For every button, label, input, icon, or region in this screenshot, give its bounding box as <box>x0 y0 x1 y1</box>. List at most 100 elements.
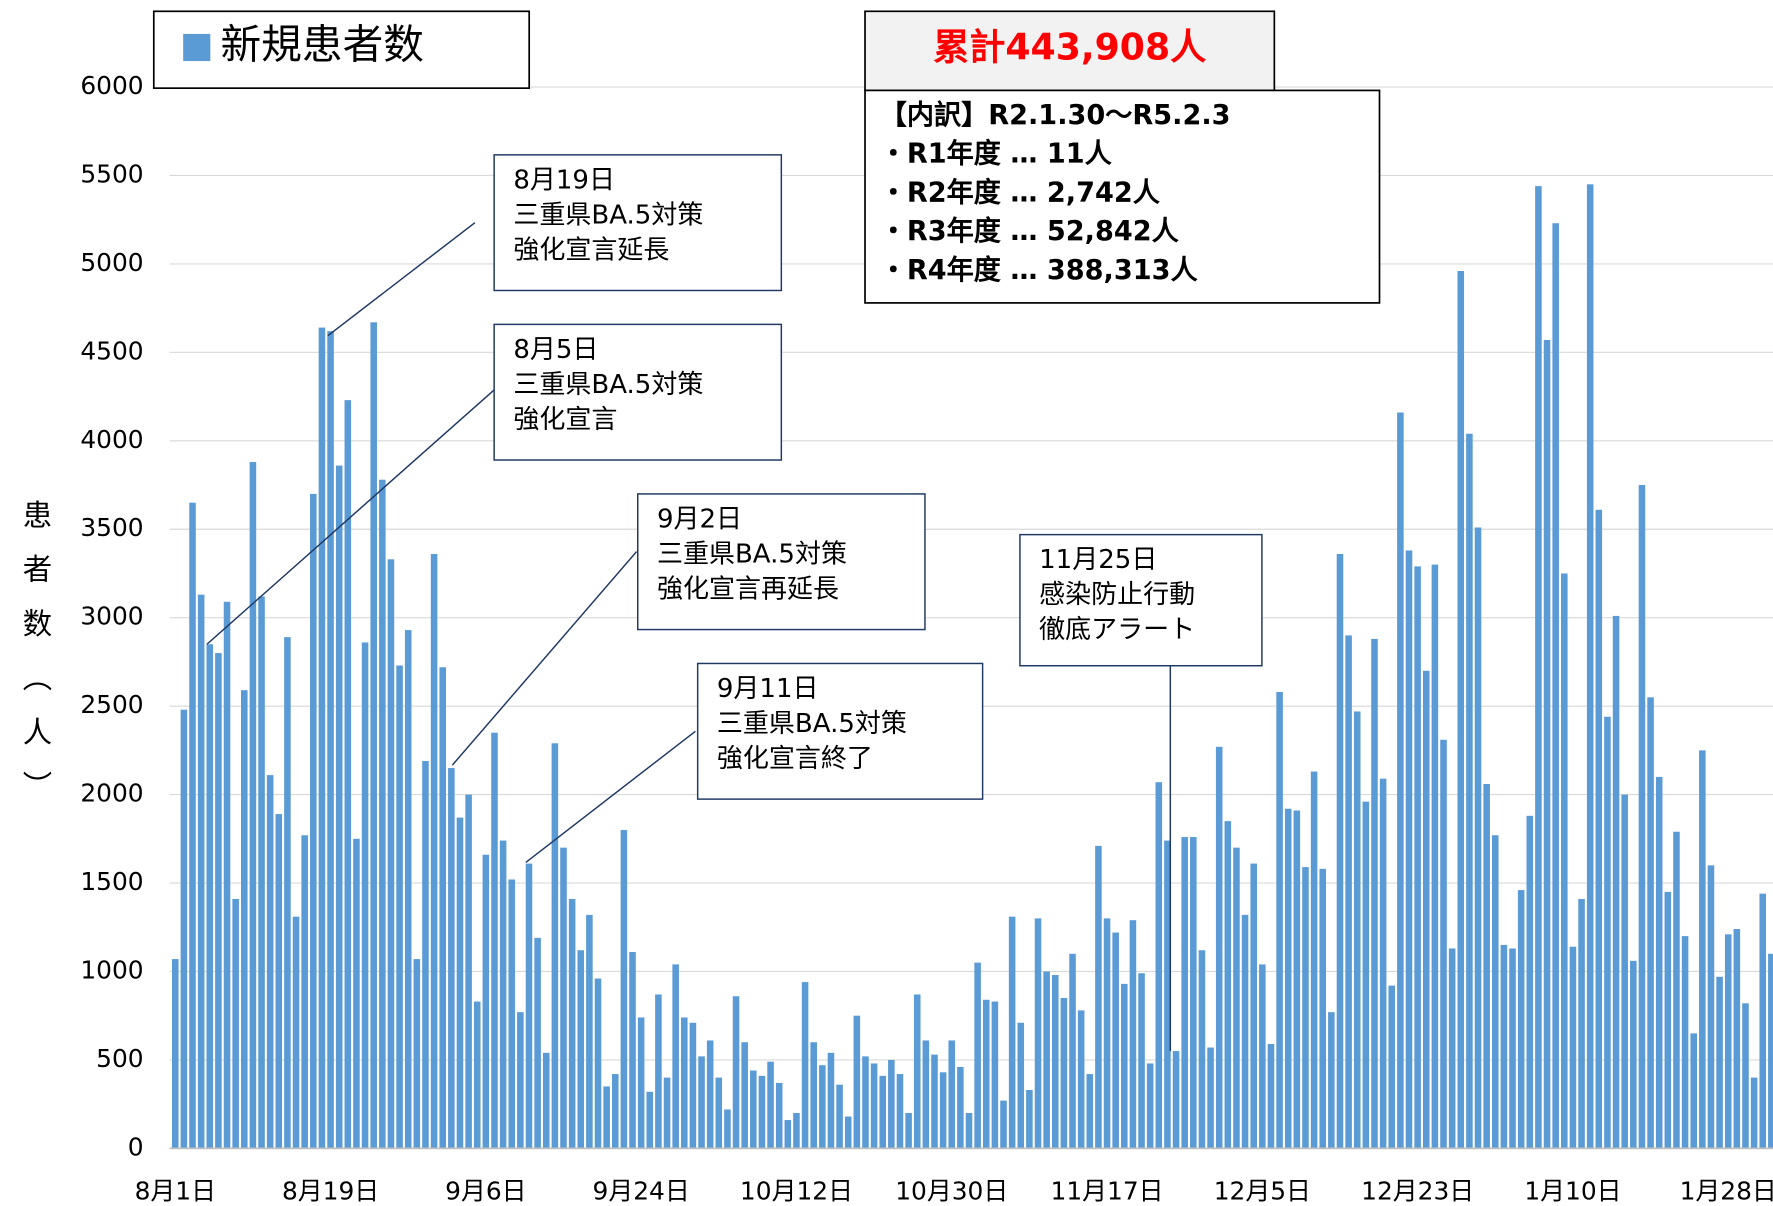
x-tick-label: 8月1日 <box>135 1176 216 1205</box>
annotation-text: 三重県BA.5対策 <box>513 200 703 230</box>
bar <box>1638 485 1646 1149</box>
bar <box>1664 891 1672 1149</box>
y-tick-label: 2500 <box>80 690 143 719</box>
bar <box>689 1022 697 1149</box>
bar <box>241 690 248 1149</box>
bar <box>672 964 679 1149</box>
bar <box>724 1109 731 1149</box>
bar <box>439 667 446 1149</box>
breakdown-line: ・R3年度 … 52,842人 <box>880 215 1180 247</box>
bar <box>1630 960 1637 1149</box>
bar <box>508 879 516 1149</box>
bar <box>171 959 179 1149</box>
bar <box>611 1074 619 1149</box>
bar <box>1086 1074 1094 1149</box>
bar <box>387 559 395 1149</box>
bar <box>1008 916 1016 1149</box>
annotation-text: 強化宣言再延長 <box>657 575 839 605</box>
legend-label: 新規患者数 <box>220 20 423 68</box>
bar <box>939 1072 947 1149</box>
bar <box>793 1112 800 1149</box>
bar <box>974 962 981 1149</box>
bar <box>715 1077 723 1149</box>
bar <box>698 1056 705 1149</box>
bar <box>1190 837 1197 1149</box>
y-tick-label: 6000 <box>80 71 143 100</box>
bar <box>448 768 455 1149</box>
bar <box>1034 918 1042 1149</box>
bar <box>758 1075 766 1149</box>
bar <box>568 898 576 1149</box>
bar <box>1535 186 1542 1149</box>
y-tick-label: 5000 <box>80 248 143 277</box>
y-tick-label: 3500 <box>80 513 143 542</box>
annotation-text: 感染防止行動 <box>1039 580 1195 610</box>
bar <box>232 898 239 1149</box>
bar <box>1440 739 1447 1149</box>
bar <box>1353 711 1361 1149</box>
bar <box>1026 1089 1033 1149</box>
breakdown-line: ・R1年度 … 11人 <box>880 138 1113 170</box>
bar <box>965 1112 973 1149</box>
bar <box>1069 953 1076 1149</box>
bar <box>266 775 274 1149</box>
annotation-box <box>493 154 783 292</box>
bar <box>1379 778 1387 1149</box>
bar <box>1647 697 1654 1149</box>
bar <box>1509 948 1516 1149</box>
x-tick-label: 10月30日 <box>895 1176 1008 1205</box>
bar <box>801 982 809 1149</box>
bar <box>620 829 628 1149</box>
bar <box>577 950 585 1149</box>
bar <box>1224 821 1232 1149</box>
bar <box>1673 831 1680 1149</box>
x-tick-label: 10月12日 <box>740 1176 853 1205</box>
bar <box>275 814 283 1149</box>
bar <box>361 642 369 1149</box>
bar <box>1414 566 1421 1149</box>
annotation-box <box>1019 533 1263 667</box>
bar <box>1172 1051 1180 1149</box>
bar <box>491 732 498 1149</box>
bar <box>258 596 265 1149</box>
bar <box>1302 867 1309 1149</box>
bar <box>1181 837 1188 1149</box>
x-tick-label: 8月19日 <box>282 1176 379 1205</box>
annotation-text: 強化宣言延長 <box>513 235 669 265</box>
bar <box>517 1012 524 1149</box>
bar <box>1250 863 1257 1149</box>
bar <box>637 1017 645 1149</box>
bar <box>1293 810 1301 1149</box>
bar <box>870 1063 878 1149</box>
bar <box>1707 865 1715 1149</box>
y-tick-label: 500 <box>96 1044 143 1073</box>
bar <box>1431 564 1439 1149</box>
bar <box>629 952 636 1149</box>
bar <box>473 1001 481 1149</box>
annotation-text: 徹底アラート <box>1039 615 1195 645</box>
bar <box>525 863 533 1149</box>
x-tick-label: 12月23日 <box>1361 1176 1474 1205</box>
y-tick-label: 0 <box>128 1132 144 1161</box>
bar <box>1750 1077 1758 1149</box>
annotation-text: 9月2日 <box>657 504 742 534</box>
bar <box>732 996 740 1149</box>
bar <box>1491 835 1499 1149</box>
bar <box>1483 783 1490 1149</box>
bar <box>1466 433 1473 1149</box>
bar <box>1000 1100 1007 1149</box>
bar <box>1215 746 1223 1149</box>
bar <box>189 502 196 1149</box>
bar <box>991 1001 999 1149</box>
bar <box>1319 868 1327 1149</box>
breakdown-line: 【内訳】R2.1.30～R5.2.3 <box>880 99 1231 131</box>
bar <box>344 400 352 1149</box>
bar <box>284 637 291 1149</box>
bar <box>1233 847 1240 1149</box>
y-tick-label: 4000 <box>80 425 143 454</box>
bar <box>1595 509 1603 1149</box>
total-label: 累計443,908人 <box>933 26 1206 69</box>
y-tick-label: 1500 <box>80 867 143 896</box>
bar <box>1716 976 1723 1149</box>
bar <box>1724 934 1732 1149</box>
